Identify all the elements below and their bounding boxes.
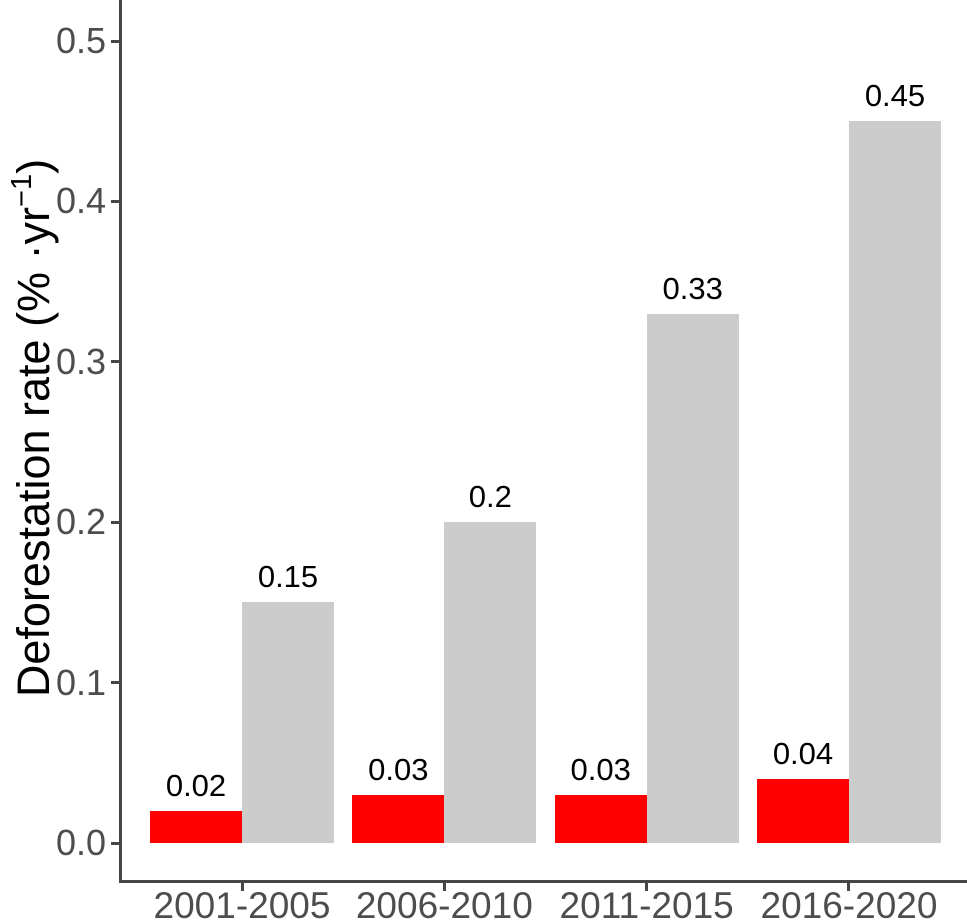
y-axis-tick [111, 360, 120, 364]
y-axis-line [119, 0, 122, 883]
x-axis-tick-label: 2001-2005 [153, 885, 331, 922]
x-axis-tick [442, 883, 446, 891]
y-axis-tick-label: 0.3 [55, 340, 106, 382]
y-axis-title-closing-paren: ) [8, 158, 59, 174]
bar-grey-2016-2020 [848, 121, 941, 843]
bar-grey-2001-2005 [242, 602, 334, 843]
x-axis-line [119, 880, 967, 883]
bar-value-label: 0.45 [864, 78, 926, 114]
bar-value-label: 0.03 [570, 751, 631, 787]
y-axis-tick [111, 520, 120, 524]
x-axis-tick-label: 2006-2010 [355, 885, 533, 922]
bar-grey-2006-2010 [444, 522, 537, 843]
bar-value-label: 0.02 [165, 767, 227, 803]
y-axis-tick-label: 0.1 [55, 661, 106, 703]
y-axis-title: Deforestation rate (% ·yr−1) [6, 159, 60, 697]
bar-value-label: 0.33 [662, 270, 723, 306]
y-axis-tick [111, 681, 120, 685]
bar-red-2001-2005 [150, 810, 242, 843]
bar-value-label: 0.04 [772, 735, 834, 771]
y-axis-tick [111, 841, 120, 845]
bar-red-2006-2010 [352, 794, 445, 843]
y-axis-tick-label: 0.0 [55, 822, 106, 863]
bar-red-2016-2020 [756, 778, 849, 843]
x-axis-tick [645, 883, 649, 891]
bar-value-label: 0.15 [257, 559, 319, 595]
x-axis-tick-label: 2016-2020 [760, 885, 938, 922]
x-axis-tick-label: 2011-2015 [559, 885, 734, 922]
bar-value-label: 0.2 [468, 479, 512, 515]
x-axis-tick [240, 883, 244, 891]
y-axis-tick [111, 199, 120, 203]
bar-red-2011-2015 [554, 794, 647, 843]
y-axis-tick-label: 0.5 [55, 20, 106, 61]
y-axis-title-text: Deforestation rate (% ·yr [8, 206, 59, 698]
bar-grey-2011-2015 [646, 313, 739, 843]
y-axis-tick-label: 0.2 [55, 501, 106, 543]
x-axis-tick [847, 883, 851, 891]
y-axis-tick [111, 39, 120, 43]
bar-value-label: 0.03 [368, 751, 429, 787]
y-axis-tick-label: 0.4 [55, 180, 106, 222]
